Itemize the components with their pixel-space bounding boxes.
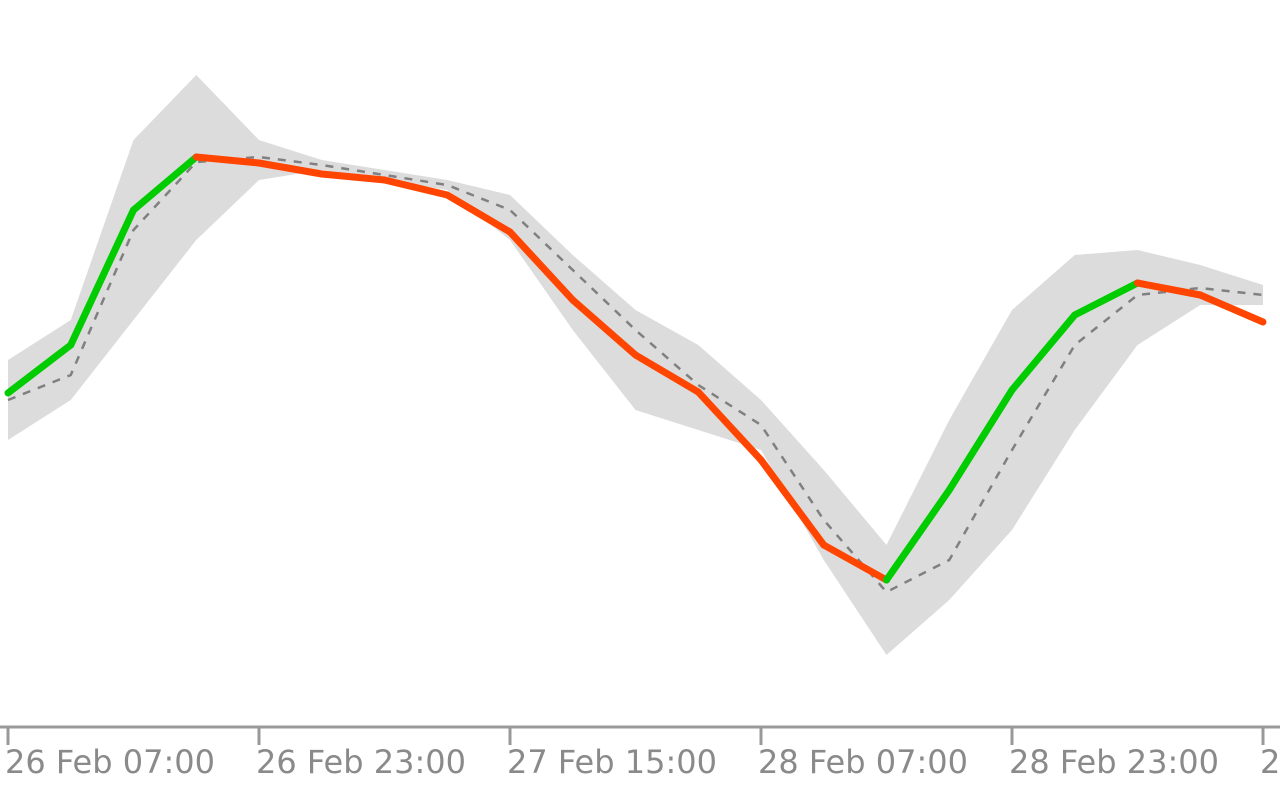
trend-segment [67, 206, 137, 349]
trend-segment [945, 386, 1016, 494]
trend-segment [1134, 279, 1204, 299]
trend-segment [381, 176, 451, 199]
trend-segment [883, 486, 953, 584]
x-tick-label: 27 Feb 15:00 [507, 743, 717, 781]
trend-segment [192, 153, 263, 167]
x-tick-label: 26 Feb 23:00 [256, 743, 466, 781]
trend-segment [130, 153, 200, 214]
trend-segment [1196, 291, 1267, 326]
trend-segment [632, 351, 702, 396]
trend-segment [318, 170, 388, 184]
trend-segment [694, 388, 765, 464]
x-tick-label: 28 Feb 07:00 [758, 743, 968, 781]
x-tick-label: 2 [1260, 743, 1280, 781]
x-tick-label: 26 Feb 07:00 [5, 743, 215, 781]
trend-segment [820, 541, 890, 584]
trend-segment [506, 228, 577, 304]
trend-segment [443, 191, 514, 236]
trend-segment [1008, 311, 1079, 394]
trend-segment [1071, 279, 1141, 319]
band [8, 75, 1263, 655]
trend-segment [757, 456, 828, 549]
trend-segment [4, 341, 75, 397]
trend-segment [569, 296, 639, 359]
x-tick-label: 28 Feb 23:00 [1009, 743, 1219, 781]
trend-segment [255, 159, 326, 178]
